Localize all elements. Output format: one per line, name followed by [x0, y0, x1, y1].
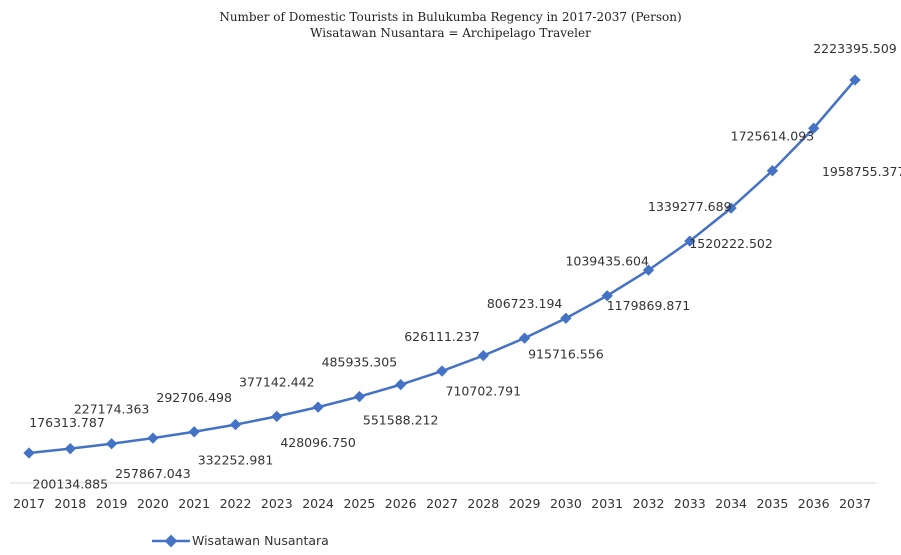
data-label: 2223395.509 [813, 41, 897, 56]
x-tick-label: 2028 [467, 496, 499, 511]
x-tick-label: 2021 [178, 496, 210, 511]
x-tick-label: 2020 [137, 496, 169, 511]
x-tick-label: 2019 [96, 496, 128, 511]
data-label: 200134.885 [33, 477, 109, 492]
x-tick-label: 2017 [13, 496, 45, 511]
data-label: 1520222.502 [689, 236, 773, 251]
data-label: 710702.791 [446, 384, 522, 399]
x-tick-label: 2036 [798, 496, 830, 511]
x-tick-label: 2022 [220, 496, 252, 511]
data-point [271, 410, 283, 423]
data-point [560, 312, 572, 324]
data-label: 332252.981 [198, 453, 274, 468]
legend: Wisatawan Nusantara [150, 533, 329, 548]
data-label: 292706.498 [156, 390, 232, 405]
data-label: 551588.212 [363, 413, 439, 428]
x-tick-label: 2024 [302, 496, 334, 511]
data-point [808, 122, 820, 134]
data-point [684, 235, 696, 247]
data-label: 1339277.689 [648, 199, 732, 214]
data-point [188, 426, 200, 438]
x-tick-label: 2030 [550, 496, 582, 511]
x-tick-label: 2029 [509, 496, 541, 511]
data-point [601, 290, 613, 302]
data-point [518, 332, 531, 344]
data-point [766, 165, 779, 177]
chart-title: Number of Domestic Tourists in Bulukumba… [219, 10, 682, 24]
x-tick-label: 2035 [756, 496, 788, 511]
data-label: 1958755.377 [822, 164, 901, 179]
data-point [436, 365, 448, 377]
data-point [353, 390, 366, 403]
x-tick-label: 2018 [54, 496, 86, 511]
data-label: 915716.556 [528, 346, 604, 361]
data-label: 485935.305 [322, 355, 398, 370]
data-label: 377142.442 [239, 374, 315, 389]
data-label: 626111.237 [404, 329, 480, 344]
data-point [725, 202, 737, 214]
data-label: 428096.750 [280, 435, 356, 450]
legend-marker-icon [152, 534, 190, 547]
x-tick-label: 2023 [261, 496, 293, 511]
x-tick-label: 2032 [633, 496, 665, 511]
data-point [147, 432, 159, 444]
x-tick-label: 2027 [426, 496, 458, 511]
legend-label: Wisatawan Nusantara [192, 533, 329, 548]
data-label: 1039435.604 [565, 254, 649, 269]
data-point [105, 438, 118, 450]
x-tick-label: 2026 [385, 496, 417, 511]
data-point [23, 447, 35, 459]
data-label: 806723.194 [487, 296, 563, 311]
x-tick-label: 2033 [674, 496, 706, 511]
x-tick-label: 2034 [715, 496, 747, 511]
data-label: 1725614.093 [731, 129, 815, 144]
data-label: 227174.363 [74, 402, 150, 417]
x-tick-label: 2025 [343, 496, 375, 511]
data-label: 176313.787 [29, 415, 105, 430]
chart-subtitle: Wisatawan Nusantara = Archipelago Travel… [310, 26, 591, 40]
x-tick-label: 2031 [591, 496, 623, 511]
data-point [229, 418, 242, 431]
data-label: 257867.043 [115, 466, 191, 481]
data-point [312, 401, 324, 413]
x-tick-label: 2037 [839, 496, 871, 511]
data-point [64, 443, 76, 455]
data-point [642, 264, 655, 276]
data-point [477, 349, 489, 362]
data-label: 1179869.871 [607, 298, 691, 313]
data-point [395, 378, 407, 391]
